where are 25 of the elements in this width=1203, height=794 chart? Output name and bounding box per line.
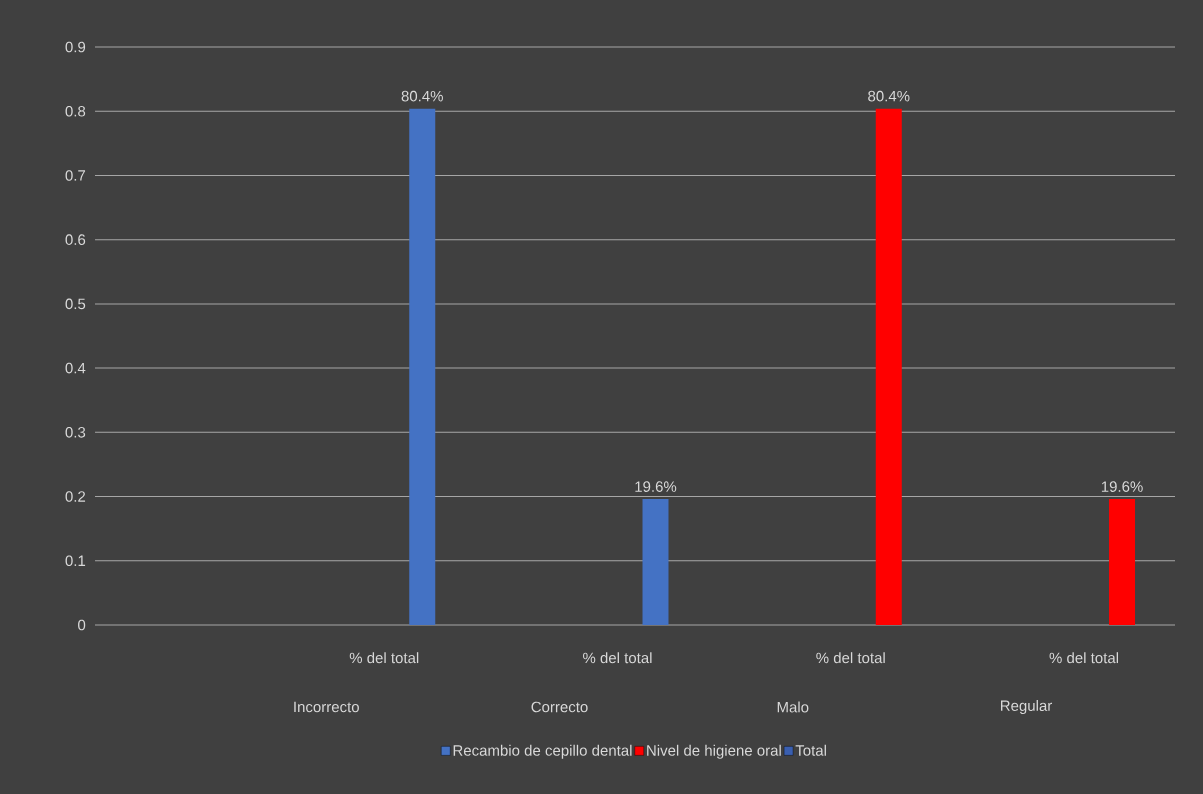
text: Regular xyxy=(1000,700,1053,714)
y-tick-label: 0.1 xyxy=(65,555,86,567)
y-tick-label: 0.6 xyxy=(65,234,86,245)
legend-label: Total xyxy=(795,744,826,756)
y-tick-label: 0.9 xyxy=(65,41,86,53)
x-tick-label: % del total xyxy=(583,652,652,664)
y-tick-label: 0.2 xyxy=(65,491,86,502)
x-tick-label: % del total xyxy=(349,652,419,664)
text: Incorrecto xyxy=(294,701,359,713)
data-label: 80.4% xyxy=(868,90,910,102)
y-tick-label: 0.4 xyxy=(65,362,86,374)
data-label: 19.6% xyxy=(635,481,677,492)
x-tick-label: % del total xyxy=(816,652,885,664)
legend-label: Recambio de cepillo dental xyxy=(453,744,632,759)
y-tick-label: 0.5 xyxy=(65,298,86,310)
text: Correcto xyxy=(531,701,588,713)
y-tick-label: 0.7 xyxy=(65,170,86,181)
y-tick-label: 0.8 xyxy=(65,105,86,117)
data-label: 19.6% xyxy=(1101,481,1143,492)
y-tick-label: 0 xyxy=(78,619,86,631)
x-tick-label: % del total xyxy=(1049,652,1119,664)
legend-label: Nivel de higiene oral xyxy=(647,744,781,759)
data-label: 80.4% xyxy=(401,90,443,102)
y-tick-label: 0.3 xyxy=(65,427,86,438)
text: Malo xyxy=(777,701,809,713)
